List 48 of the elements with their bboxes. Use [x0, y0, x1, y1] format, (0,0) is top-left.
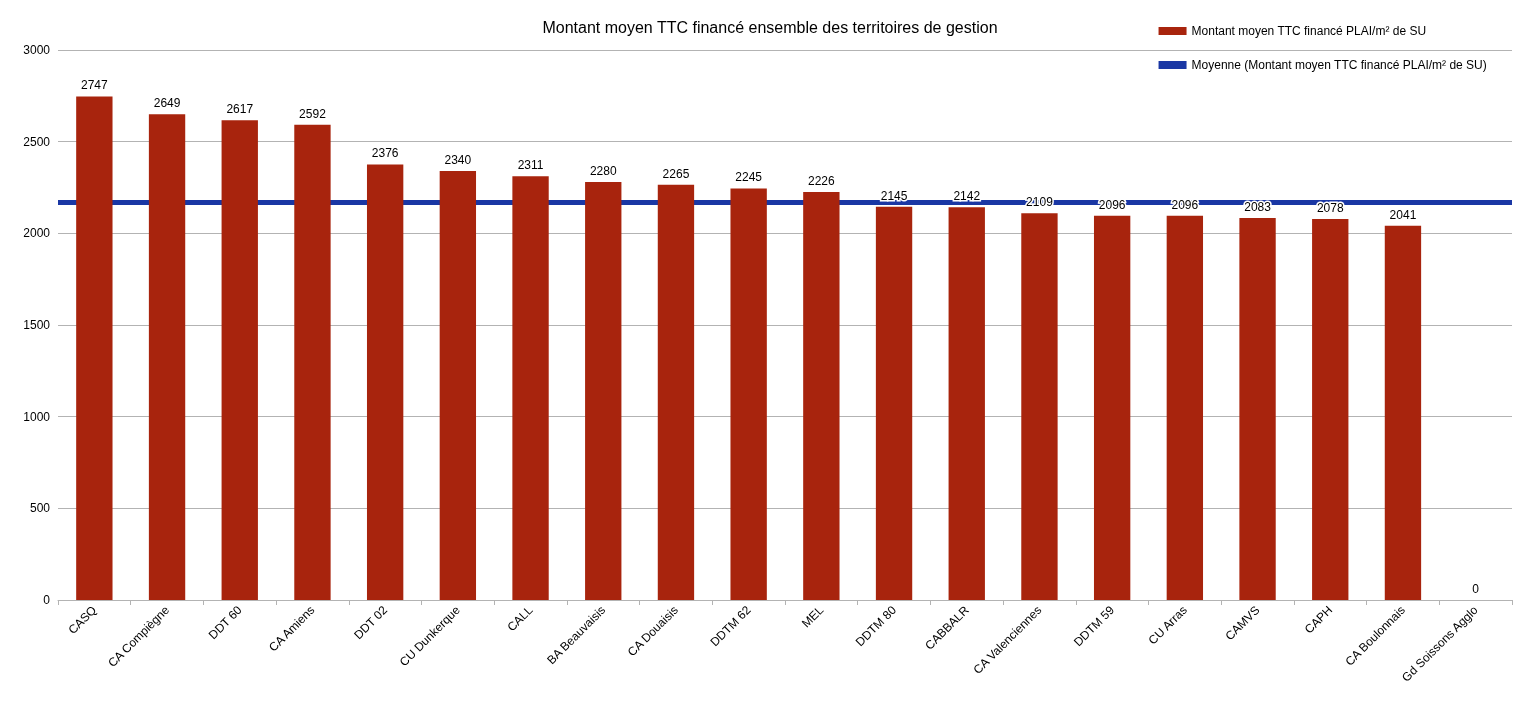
- bar: [585, 182, 622, 600]
- y-tick-label: 500: [29, 501, 51, 516]
- data-label: 2142: [953, 189, 981, 204]
- y-tick-label: 1500: [23, 318, 51, 332]
- bar: [1021, 213, 1058, 600]
- bar: [730, 188, 767, 600]
- legend-label: Montant moyen TTC financé PLAI/m² de SU: [1191, 24, 1427, 38]
- bar: [148, 114, 186, 600]
- bar: [221, 120, 258, 600]
- bar: [1312, 219, 1349, 600]
- x-tick-label: MEL: [798, 602, 827, 631]
- data-label: 2226: [808, 173, 836, 188]
- data-label: 0: [1472, 582, 1480, 596]
- data-label: 2340: [444, 153, 472, 167]
- bar: [948, 207, 985, 600]
- data-label: 2041: [1389, 207, 1417, 222]
- data-label: 2376: [371, 146, 399, 161]
- y-tick-label: 0: [43, 593, 51, 607]
- data-label: 2311: [517, 158, 544, 173]
- data-label: 2145: [880, 188, 908, 203]
- y-tick-label: 2000: [23, 226, 51, 241]
- data-label: 2078: [1316, 201, 1344, 216]
- bar: [1239, 218, 1276, 600]
- data-label: 2747: [81, 78, 109, 93]
- y-tick-label: 3000: [23, 43, 51, 57]
- bar: [1384, 225, 1422, 600]
- data-label: 2265: [662, 166, 690, 181]
- bar: [439, 171, 477, 600]
- bar: [657, 184, 695, 600]
- data-label: 2245: [735, 170, 763, 185]
- legend-label: Moyenne (Montant moyen TTC financé PLAI/m² de SU): [1191, 58, 1487, 72]
- bar: [875, 206, 913, 600]
- data-label: 2280: [589, 164, 617, 178]
- data-label: 2096: [1098, 197, 1126, 212]
- bar: [803, 191, 840, 600]
- bar: [1166, 215, 1204, 600]
- bar: [294, 124, 331, 600]
- bar: [366, 164, 404, 600]
- data-label: 2592: [299, 106, 327, 121]
- bar: [1093, 215, 1131, 600]
- bar: [512, 176, 549, 600]
- data-label: 2096: [1171, 197, 1199, 212]
- y-tick-label: 2500: [23, 134, 51, 149]
- data-label: 2617: [226, 102, 254, 117]
- data-label: 2649: [153, 96, 181, 111]
- chart-title: Montant moyen TTC financé ensemble des territoires de gestion: [542, 18, 998, 36]
- y-tick-label: 1000: [23, 409, 51, 424]
- bar: [76, 96, 113, 600]
